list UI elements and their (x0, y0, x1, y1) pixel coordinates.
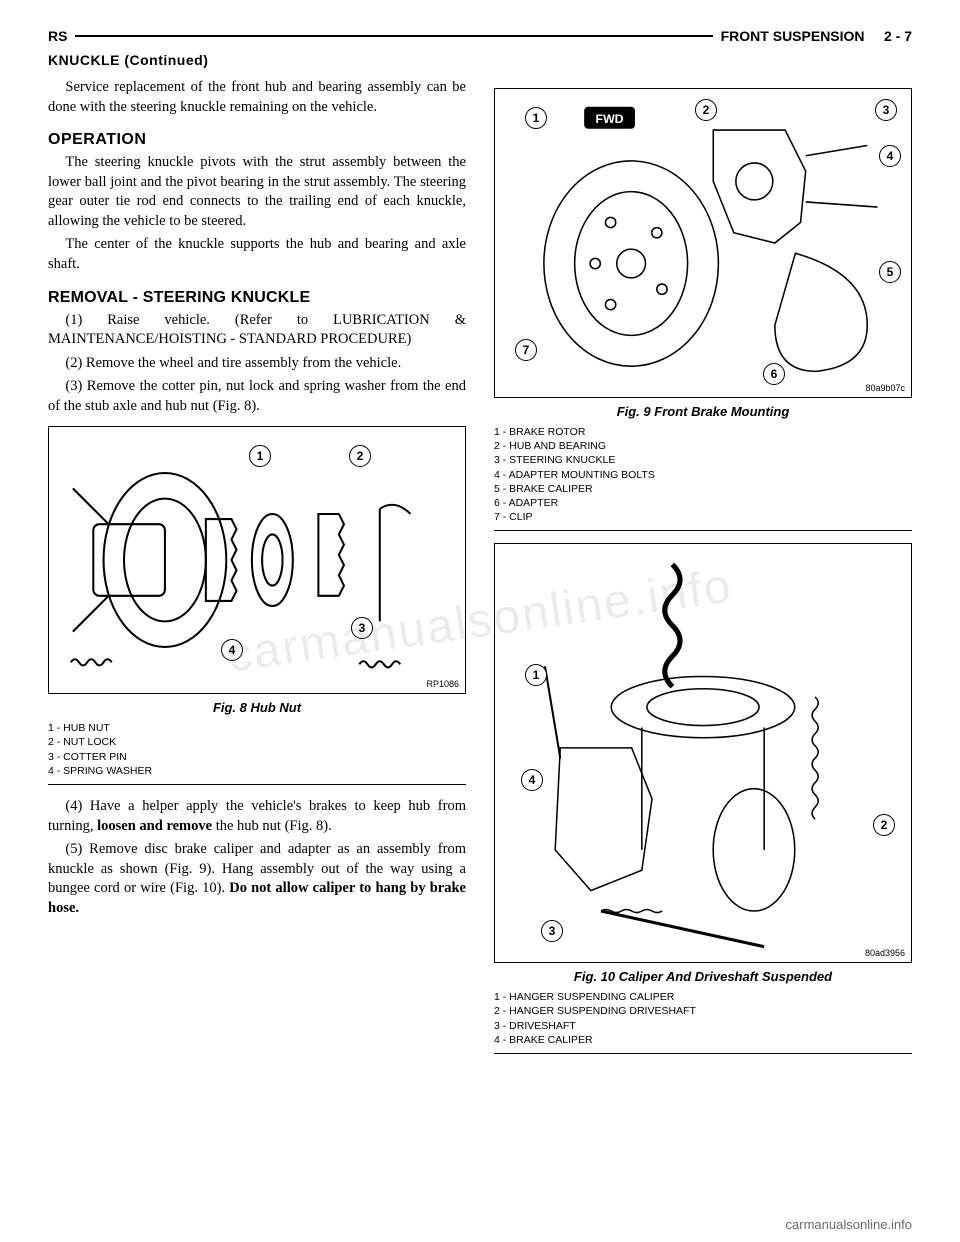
figure-9-box: FWD 1 2 3 4 5 6 7 80a9b07c (494, 88, 912, 398)
fig8-separator (48, 784, 466, 785)
fig9-callout-4: 4 (879, 145, 901, 167)
step4-bold: loosen and remove (97, 818, 212, 834)
header-section: FRONT SUSPENSION (721, 28, 865, 44)
figure-9-illustration: FWD (495, 89, 911, 397)
fig9-legend-6: 6 - ADAPTER (494, 496, 912, 510)
intro-paragraph: Service replacement of the front hub and… (48, 78, 466, 117)
figure-10-box: 1 2 3 4 80ad3956 (494, 543, 912, 963)
two-column-layout: Service replacement of the front hub and… (48, 78, 912, 1066)
operation-p1: The steering knuckle pivots with the str… (48, 153, 466, 231)
fig10-legend-1: 1 - HANGER SUSPENDING CALIPER (494, 990, 912, 1004)
left-column: Service replacement of the front hub and… (48, 78, 466, 1066)
fig9-legend-7: 7 - CLIP (494, 510, 912, 524)
operation-heading: OPERATION (48, 131, 466, 149)
fig9-legend: 1 - BRAKE ROTOR 2 - HUB AND BEARING 3 - … (494, 425, 912, 524)
figure-10-illustration (495, 544, 911, 962)
step-2: (2) Remove the wheel and tire assembly f… (48, 354, 466, 374)
fig8-image-id: RP1086 (426, 679, 459, 689)
fig8-legend-1: 1 - HUB NUT (48, 721, 466, 735)
fig9-callout-2: 2 (695, 99, 717, 121)
svg-text:FWD: FWD (596, 112, 624, 126)
removal-heading: REMOVAL - STEERING KNUCKLE (48, 289, 466, 307)
fig10-legend-2: 2 - HANGER SUSPENDING DRIVESHAFT (494, 1004, 912, 1018)
fig9-callout-6: 6 (763, 363, 785, 385)
section-continued: KNUCKLE (Continued) (48, 52, 912, 68)
header-left: RS (48, 28, 67, 44)
fig9-callout-7: 7 (515, 339, 537, 361)
fig9-callout-1: 1 (525, 107, 547, 129)
fig10-legend-4: 4 - BRAKE CALIPER (494, 1033, 912, 1047)
header-page: 2 - 7 (884, 28, 912, 44)
figure-8-illustration (49, 427, 465, 693)
fig9-image-id: 80a9b07c (865, 383, 905, 393)
fig10-legend-3: 3 - DRIVESHAFT (494, 1019, 912, 1033)
fig8-caption: Fig. 8 Hub Nut (48, 700, 466, 715)
fig10-legend: 1 - HANGER SUSPENDING CALIPER 2 - HANGER… (494, 990, 912, 1047)
figure-8-box: 1 2 3 4 RP1086 (48, 426, 466, 694)
fig9-callout-3: 3 (875, 99, 897, 121)
fig10-image-id: 80ad3956 (865, 948, 905, 958)
fig9-separator (494, 530, 912, 531)
fig8-legend-2: 2 - NUT LOCK (48, 735, 466, 749)
fig10-caption: Fig. 10 Caliper And Driveshaft Suspended (494, 969, 912, 984)
footer-link: carmanualsonline.info (786, 1217, 912, 1232)
fig8-legend-3: 3 - COTTER PIN (48, 750, 466, 764)
step-1: (1) Raise vehicle. (Refer to LUBRICATION… (48, 311, 466, 350)
fig9-legend-2: 2 - HUB AND BEARING (494, 439, 912, 453)
header-right: FRONT SUSPENSION 2 - 7 (721, 28, 912, 44)
step4-post: the hub nut (Fig. 8). (212, 818, 332, 834)
fig9-legend-1: 1 - BRAKE ROTOR (494, 425, 912, 439)
fig9-callout-5: 5 (879, 261, 901, 283)
step-3: (3) Remove the cotter pin, nut lock and … (48, 377, 466, 416)
operation-p2: The center of the knuckle supports the h… (48, 235, 466, 274)
right-column: FWD 1 2 3 4 5 6 7 80a9b07c Fig. 9 Front … (494, 78, 912, 1066)
fig9-caption: Fig. 9 Front Brake Mounting (494, 404, 912, 419)
header-rule (75, 35, 712, 37)
page-header: RS FRONT SUSPENSION 2 - 7 (48, 28, 912, 44)
step-5: (5) Remove disc brake caliper and adapte… (48, 840, 466, 918)
fig8-legend: 1 - HUB NUT 2 - NUT LOCK 3 - COTTER PIN … (48, 721, 466, 778)
fig9-legend-3: 3 - STEERING KNUCKLE (494, 453, 912, 467)
fig10-separator (494, 1053, 912, 1054)
step-4: (4) Have a helper apply the vehicle's br… (48, 797, 466, 836)
fig9-legend-4: 4 - ADAPTER MOUNTING BOLTS (494, 468, 912, 482)
fig9-legend-5: 5 - BRAKE CALIPER (494, 482, 912, 496)
fig8-legend-4: 4 - SPRING WASHER (48, 764, 466, 778)
